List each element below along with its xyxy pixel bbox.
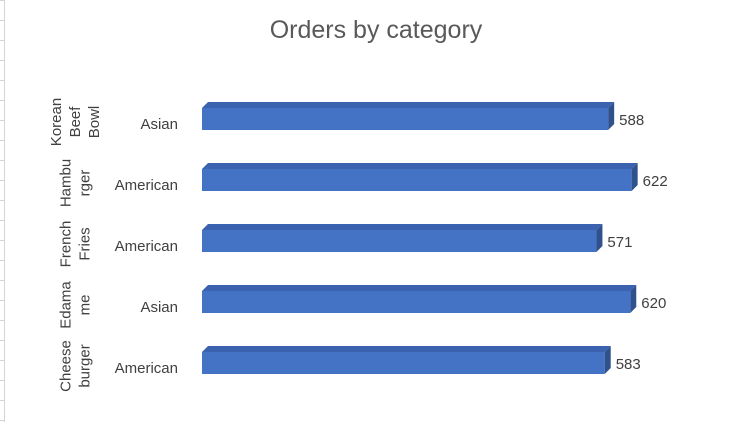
bar[interactable]: [202, 352, 605, 374]
bar-side-face: [631, 163, 638, 191]
bar-side-face: [608, 102, 615, 130]
bar-top-face: [202, 346, 611, 352]
bar-top-face: [202, 102, 615, 108]
bar[interactable]: [202, 108, 609, 130]
item-tick-label: me: [76, 295, 93, 316]
bar[interactable]: [202, 291, 631, 313]
item-tick-label: Beef: [67, 106, 84, 138]
data-label: 588: [619, 112, 644, 129]
data-label: 583: [616, 356, 641, 373]
item-tick-label: rger: [76, 170, 93, 197]
bar[interactable]: [202, 169, 632, 191]
data-label: 620: [641, 295, 666, 312]
chart-area[interactable]: Orders by category 588 Asian Korean Beef Bow…: [6, 0, 746, 422]
group-tick-label: American: [115, 177, 178, 194]
bar-top-face: [202, 285, 637, 291]
item-tick-label: Bowl: [86, 106, 103, 139]
item-tick-label: French: [57, 221, 74, 268]
bar[interactable]: [202, 230, 597, 252]
data-label: 622: [643, 173, 668, 190]
item-tick-label: Hambu: [57, 159, 74, 207]
data-label: 571: [607, 234, 632, 251]
item-tick-label: Edama: [57, 281, 74, 329]
chart-title: Orders by category: [269, 16, 483, 44]
item-tick-label: Korean: [48, 98, 65, 146]
plot-area: 588 Asian Korean Beef Bowl 622 American Hambu rg…: [48, 98, 668, 392]
item-tick-label: Fries: [76, 227, 93, 260]
bar-top-face: [202, 163, 638, 169]
bar-top-face: [202, 224, 603, 230]
group-tick-label: Asian: [140, 116, 178, 133]
item-tick-label: Cheese: [57, 340, 74, 392]
bar-side-face: [596, 224, 603, 252]
bar-side-face: [604, 346, 611, 374]
group-tick-label: Asian: [140, 299, 178, 316]
group-tick-label: American: [115, 360, 178, 377]
group-tick-label: American: [115, 238, 178, 255]
item-tick-label: burger: [76, 344, 93, 387]
bar-side-face: [630, 285, 637, 313]
